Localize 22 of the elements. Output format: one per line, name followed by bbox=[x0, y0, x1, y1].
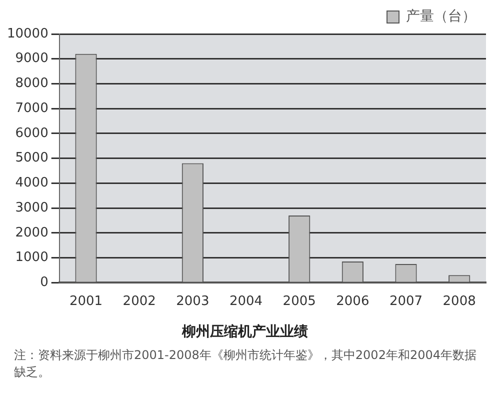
y-tick-label: 6000 bbox=[15, 126, 48, 141]
x-tick-label: 2008 bbox=[442, 294, 476, 309]
y-tick-label: 2000 bbox=[15, 225, 48, 240]
y-tick-label: 3000 bbox=[15, 200, 48, 216]
y-tick-label: 8000 bbox=[15, 76, 48, 92]
y-tick-label: 10000 bbox=[6, 26, 48, 42]
x-tick-label: 2004 bbox=[229, 294, 263, 309]
x-tick-label: 2006 bbox=[336, 294, 370, 309]
y-tick-label: 4000 bbox=[15, 176, 48, 191]
text: 柳州压缩机产业业绩 bbox=[181, 323, 308, 340]
text: 注：资料来源于柳州市2001-2008年《柳州市统计年鉴》，其中2002年和2004年数据缺乏。 bbox=[13, 347, 478, 381]
y-tick-label: 9000 bbox=[15, 51, 48, 66]
x-tick-label: 2003 bbox=[176, 294, 210, 309]
y-tick-label: 5000 bbox=[15, 150, 48, 166]
y-tick-label: 7000 bbox=[15, 100, 48, 116]
x-tick-label: 2005 bbox=[282, 294, 316, 309]
x-tick-label: 2007 bbox=[389, 294, 423, 309]
y-tick-label: 1000 bbox=[15, 250, 48, 266]
legend-label: 产量（台） bbox=[406, 8, 476, 25]
x-tick-label: 2002 bbox=[122, 294, 156, 309]
x-tick-label: 2001 bbox=[69, 294, 103, 309]
y-tick-label: 0 bbox=[40, 274, 48, 290]
